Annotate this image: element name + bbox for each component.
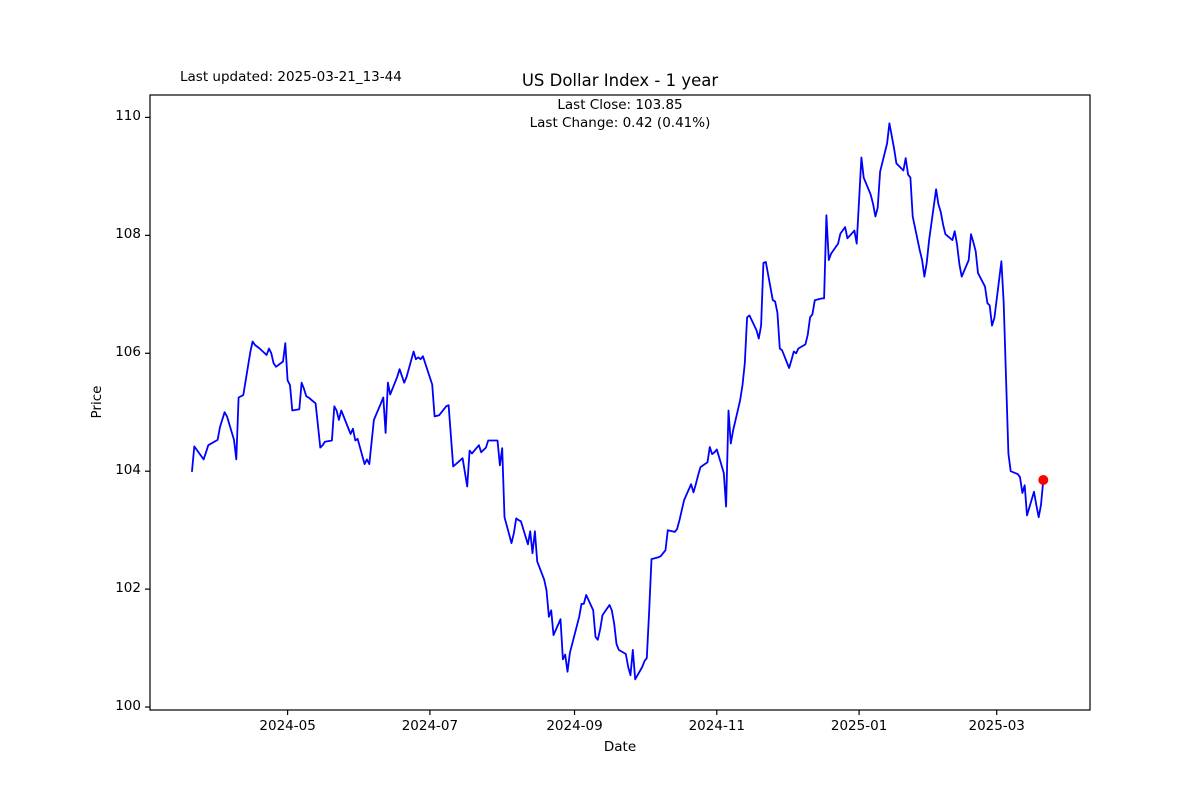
y-tick-label: 100 (115, 698, 141, 715)
y-tick-label: 110 (115, 108, 141, 125)
last-close-annotation: Last Close: 103.85 (557, 97, 683, 113)
last-change-annotation: Last Change: 0.42 (0.41%) (529, 115, 711, 131)
chart-title: US Dollar Index - 1 year (521, 71, 719, 90)
x-tick-label: 2024-07 (401, 718, 459, 734)
x-tick-label: 2024-11 (688, 718, 745, 734)
x-tick-label: 2025-03 (968, 718, 1025, 734)
x-tick-label: 2025-01 (830, 718, 888, 734)
axes-frame (149, 94, 1091, 711)
x-axis-label: Date (603, 739, 637, 755)
last-updated-annotation: Last updated: 2025-03-21_13-44 (180, 69, 402, 85)
x-tick-label: 2024-09 (546, 718, 603, 734)
y-tick-label: 108 (115, 226, 141, 243)
y-tick-label: 106 (115, 344, 141, 361)
price-line (191, 122, 1045, 681)
last-close-marker (1038, 475, 1049, 485)
x-tick-label: 2024-05 (259, 718, 316, 734)
y-axis-label: Price (89, 385, 105, 419)
y-tick-label: 104 (115, 462, 141, 479)
y-tick-label: 102 (115, 580, 141, 597)
